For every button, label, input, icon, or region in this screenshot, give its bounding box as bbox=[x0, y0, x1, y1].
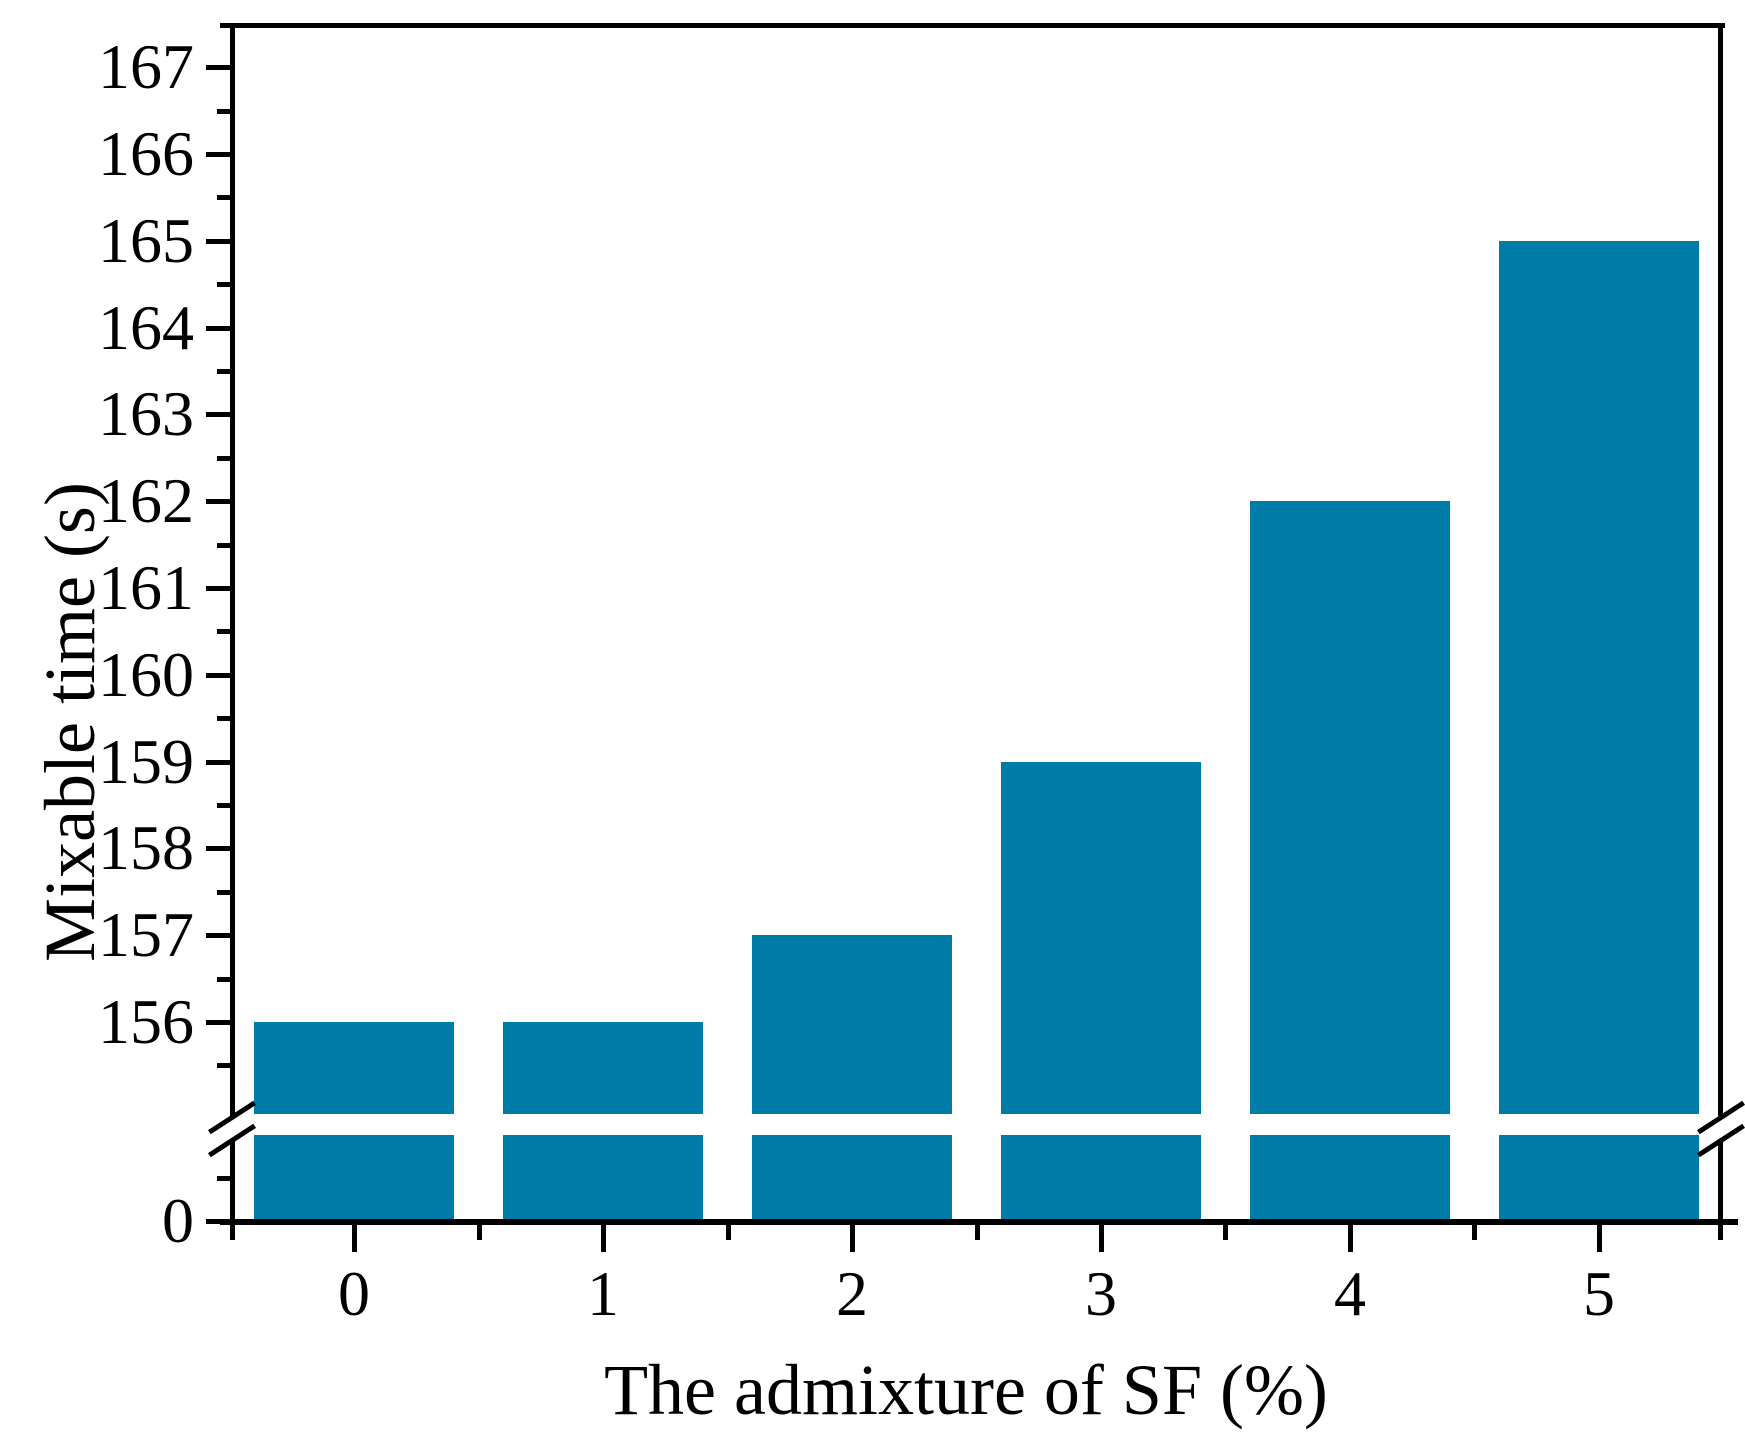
y-major-tick bbox=[206, 152, 230, 157]
y-minor-tick bbox=[217, 282, 230, 287]
bottom-spine bbox=[220, 1219, 1738, 1225]
x-axis-title: The admixture of SF (%) bbox=[604, 1350, 1328, 1430]
x-minor-tick bbox=[1718, 1224, 1723, 1240]
y-minor-tick bbox=[217, 109, 230, 114]
y-minor-tick bbox=[217, 1176, 230, 1181]
x-minor-tick bbox=[726, 1224, 731, 1240]
y-tick-label: 157 bbox=[98, 899, 194, 970]
y-major-tick bbox=[206, 846, 230, 851]
y-tick-label: 164 bbox=[98, 292, 194, 363]
bar-upper-segment bbox=[254, 1022, 454, 1114]
y-tick-label: 166 bbox=[98, 118, 194, 189]
right-spine-upper bbox=[1718, 23, 1723, 1117]
y-tick-label: 162 bbox=[98, 465, 194, 536]
bar-lower-segment bbox=[254, 1135, 454, 1222]
bar-lower-segment bbox=[1001, 1135, 1201, 1222]
y-tick-label: 158 bbox=[98, 812, 194, 883]
x-tick-label: 4 bbox=[1334, 1258, 1366, 1329]
y-major-tick bbox=[206, 760, 230, 765]
y-minor-tick bbox=[217, 977, 230, 982]
x-major-tick bbox=[1099, 1224, 1104, 1252]
y-major-tick bbox=[206, 239, 230, 244]
left-spine-upper bbox=[230, 23, 235, 1117]
y-major-tick bbox=[206, 1219, 230, 1224]
x-major-tick bbox=[601, 1224, 606, 1252]
x-tick-label: 1 bbox=[587, 1258, 619, 1329]
y-tick-label: 160 bbox=[98, 639, 194, 710]
x-major-tick bbox=[850, 1224, 855, 1252]
x-tick-label: 2 bbox=[836, 1258, 868, 1329]
bar-upper-segment bbox=[1499, 241, 1699, 1114]
plot-area: 167 166 165 164 163 162 161 160 159 158 157 156 0 0 1 2… bbox=[98, 23, 1745, 1329]
y-minor-tick bbox=[217, 543, 230, 548]
x-major-tick bbox=[1348, 1224, 1353, 1252]
x-tick-label: 0 bbox=[338, 1258, 370, 1329]
x-minor-tick bbox=[230, 1224, 235, 1240]
y-major-tick bbox=[206, 412, 230, 417]
y-major-tick bbox=[206, 673, 230, 678]
bar-upper-segment bbox=[752, 935, 952, 1114]
y-major-tick bbox=[206, 1020, 230, 1025]
y-minor-tick bbox=[217, 1063, 230, 1068]
x-major-tick bbox=[1597, 1224, 1602, 1252]
left-spine-lower bbox=[230, 1140, 235, 1222]
y-minor-tick bbox=[217, 456, 230, 461]
y-tick-label: 161 bbox=[98, 552, 194, 623]
y-minor-tick bbox=[217, 195, 230, 200]
x-tick-label: 3 bbox=[1085, 1258, 1117, 1329]
bar-lower-segment bbox=[503, 1135, 703, 1222]
y-major-tick bbox=[206, 326, 230, 331]
y-origin-label: 0 bbox=[162, 1185, 194, 1256]
y-minor-tick bbox=[217, 803, 230, 808]
bar-upper-segment bbox=[1001, 762, 1201, 1114]
bar-lower-segment bbox=[1499, 1135, 1699, 1222]
x-minor-tick bbox=[1472, 1224, 1477, 1240]
y-minor-tick bbox=[217, 369, 230, 374]
y-tick-label: 156 bbox=[98, 986, 194, 1057]
x-minor-tick bbox=[1223, 1224, 1228, 1240]
bar-upper-segment bbox=[503, 1022, 703, 1114]
y-minor-tick bbox=[217, 629, 230, 634]
x-tick-label: 5 bbox=[1583, 1258, 1615, 1329]
y-major-tick bbox=[206, 586, 230, 591]
bar-upper-segment bbox=[1250, 501, 1450, 1114]
y-major-tick bbox=[206, 499, 230, 504]
y-tick-label: 163 bbox=[98, 378, 194, 449]
y-major-tick bbox=[206, 933, 230, 938]
y-major-tick bbox=[206, 65, 230, 70]
x-minor-tick bbox=[975, 1224, 980, 1240]
y-tick-label: 159 bbox=[98, 726, 194, 797]
y-minor-tick bbox=[217, 716, 230, 721]
y-tick-label: 165 bbox=[98, 205, 194, 276]
bar-lower-segment bbox=[1250, 1135, 1450, 1222]
top-spine bbox=[220, 23, 1725, 28]
x-minor-tick bbox=[477, 1224, 482, 1240]
y-minor-tick bbox=[217, 890, 230, 895]
right-spine-lower bbox=[1718, 1140, 1723, 1222]
y-tick-label: 167 bbox=[98, 31, 194, 102]
x-major-tick bbox=[352, 1224, 357, 1252]
bar-lower-segment bbox=[752, 1135, 952, 1222]
